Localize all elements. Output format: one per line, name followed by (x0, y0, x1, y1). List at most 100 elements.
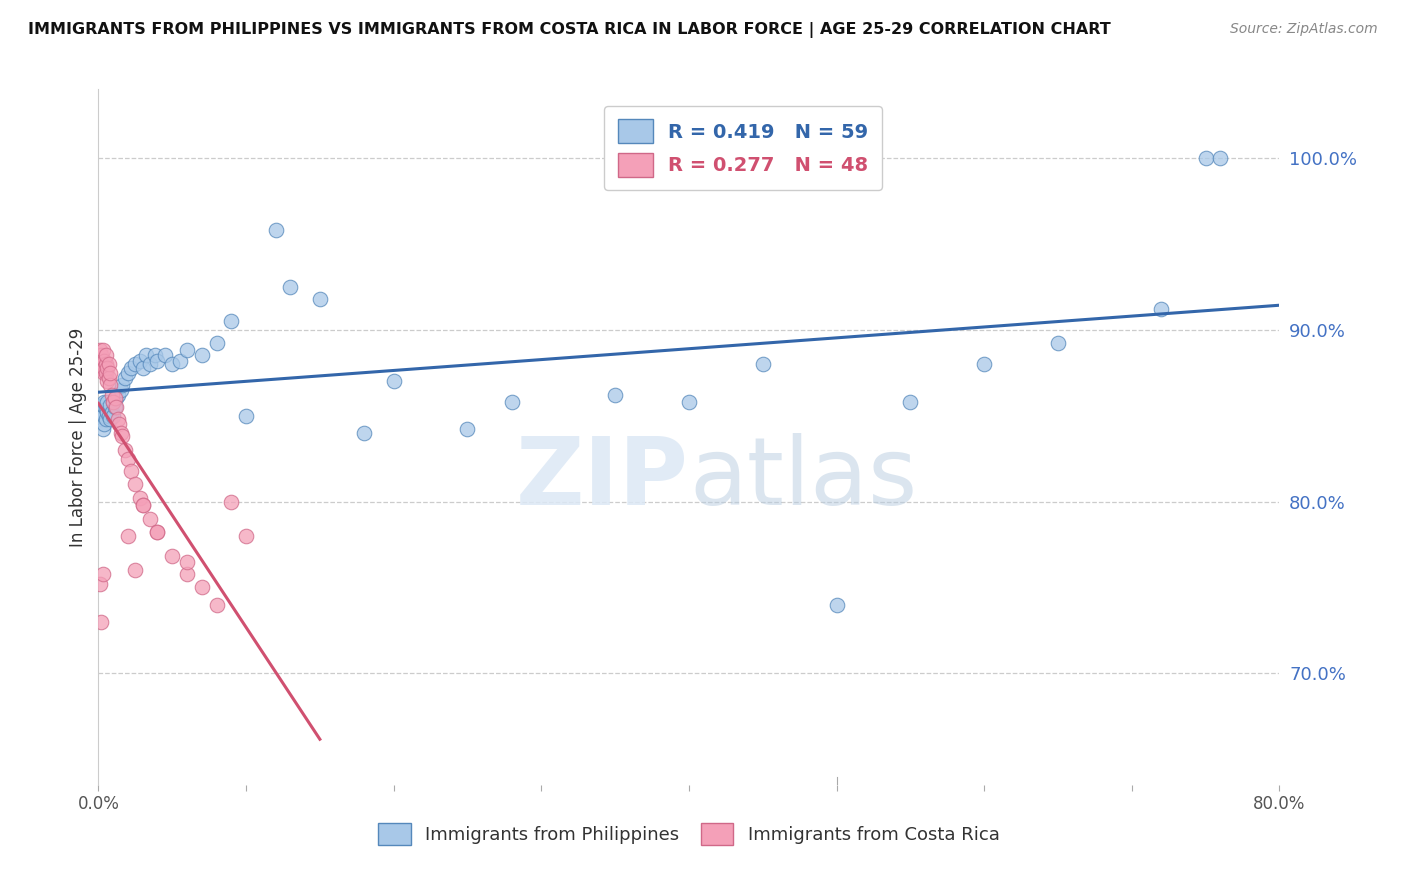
Point (111, 429, 134, 443)
Point (114, 371, 136, 385)
Legend: Immigrants from Philippines, Immigrants from Costa Rica: Immigrants from Philippines, Immigrants … (371, 816, 1007, 853)
Point (117, 366, 139, 380)
Point (1209, 151, 1232, 165)
Point (235, 409, 257, 423)
Point (176, 343, 198, 358)
Point (752, 357, 775, 371)
Point (114, 442, 136, 457)
Point (235, 529, 257, 543)
Text: atlas: atlas (689, 433, 917, 524)
Point (108, 417, 131, 432)
Point (162, 549, 183, 564)
Point (96, 405, 118, 419)
Y-axis label: In Labor Force | Age 25-29: In Labor Force | Age 25-29 (69, 327, 87, 547)
Point (205, 598, 228, 612)
Point (104, 392, 127, 406)
Point (91, 343, 114, 358)
Point (169, 353, 191, 368)
Point (205, 336, 228, 351)
Point (91, 398, 114, 412)
Point (90, 412, 112, 426)
Point (1046, 336, 1070, 351)
Point (678, 395, 700, 409)
Point (191, 349, 214, 363)
Text: Source: ZipAtlas.com: Source: ZipAtlas.com (1230, 22, 1378, 37)
Point (132, 498, 155, 512)
Point (90, 349, 112, 363)
Point (89, 577, 111, 591)
Point (162, 357, 183, 371)
Point (96, 374, 118, 388)
Point (124, 477, 146, 491)
Point (153, 349, 176, 363)
Point (146, 525, 169, 540)
Point (264, 223, 287, 237)
Point (139, 357, 162, 371)
Point (120, 360, 142, 375)
Point (117, 451, 139, 466)
Point (117, 529, 139, 543)
Point (124, 563, 146, 577)
Point (825, 598, 848, 612)
Point (221, 494, 243, 508)
Point (143, 349, 166, 363)
Point (1150, 302, 1173, 317)
Point (605, 388, 627, 402)
Point (103, 395, 125, 409)
Point (93, 353, 115, 368)
Point (90, 360, 112, 375)
Point (103, 409, 125, 423)
Point (93, 395, 115, 409)
Point (105, 400, 128, 414)
Point (93, 417, 115, 432)
Point (110, 383, 132, 397)
Point (280, 279, 302, 293)
Point (382, 374, 405, 388)
Point (91, 566, 114, 581)
Text: ZIP: ZIP (516, 433, 689, 524)
Point (128, 353, 150, 368)
Point (98, 412, 121, 426)
Point (107, 412, 129, 426)
Point (98, 377, 121, 392)
Point (191, 581, 214, 595)
Point (90, 405, 112, 419)
Point (104, 400, 127, 414)
Point (96, 360, 118, 375)
Point (176, 566, 198, 581)
Point (94, 357, 117, 371)
Point (94, 401, 117, 416)
Point (221, 314, 243, 328)
Point (128, 491, 150, 505)
Point (91, 409, 114, 423)
Point (973, 357, 995, 371)
Point (110, 425, 132, 440)
Point (94, 366, 117, 380)
Point (98, 366, 121, 380)
Point (98, 398, 121, 412)
Point (124, 357, 146, 371)
Point (105, 392, 128, 406)
Point (91, 357, 114, 371)
Point (97, 409, 120, 423)
Point (93, 366, 115, 380)
Point (132, 360, 155, 375)
Point (132, 498, 155, 512)
Point (93, 360, 115, 375)
Point (90, 615, 112, 629)
Point (89, 353, 111, 368)
Point (96, 395, 118, 409)
Point (100, 405, 122, 419)
Point (457, 422, 479, 436)
Point (146, 353, 169, 368)
Point (100, 388, 122, 402)
Point (135, 349, 157, 363)
Point (501, 395, 523, 409)
Point (309, 292, 332, 306)
Point (91, 422, 114, 436)
Point (111, 377, 134, 392)
Point (97, 357, 120, 371)
Point (94, 349, 117, 363)
Point (89, 343, 111, 358)
Point (900, 395, 922, 409)
